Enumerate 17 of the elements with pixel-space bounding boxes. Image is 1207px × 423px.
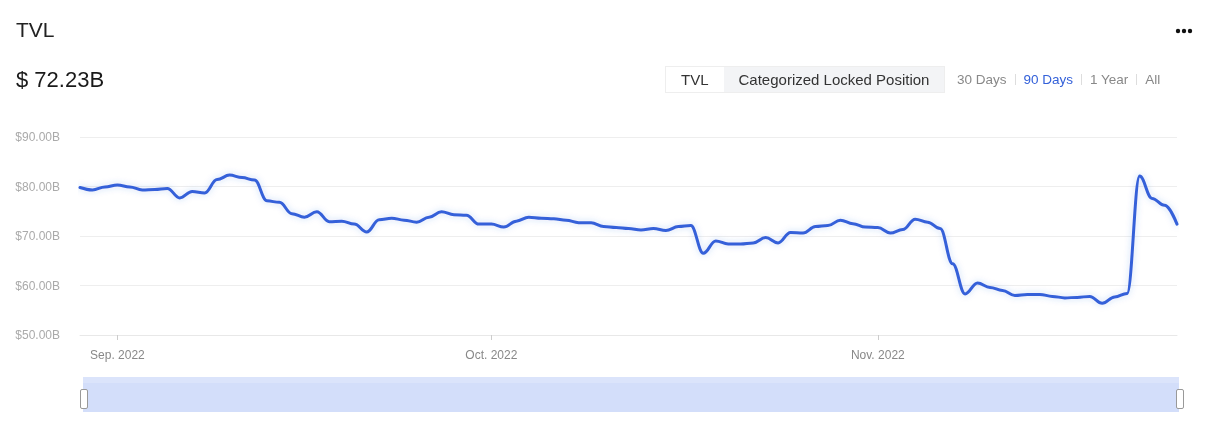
x-tick-label: Sep. 2022 [90,348,146,362]
text: 90 Days [1023,72,1074,87]
y-tick-label: $80.00B [15,179,60,194]
y-tick-label: $70.00B [15,229,60,243]
y-tick-label: $60.00B [15,278,60,293]
x-tick-label: Oct. 2022 [465,348,518,362]
chart-subtitle: $ 72.23B [16,67,105,93]
text: TVL [666,67,724,92]
x-tick-label: Nov. 2022 [850,348,906,362]
y-tick-label: $90.00B [15,130,60,144]
text: 1 Year [1090,72,1129,87]
text: All [1145,72,1161,87]
y-tick-label: $50.00B [15,328,60,342]
text: Categorized Locked Position [723,67,945,92]
line-series [78,173,1179,305]
text: 30 Days [957,72,1007,87]
chart-title: TVL [16,18,55,42]
